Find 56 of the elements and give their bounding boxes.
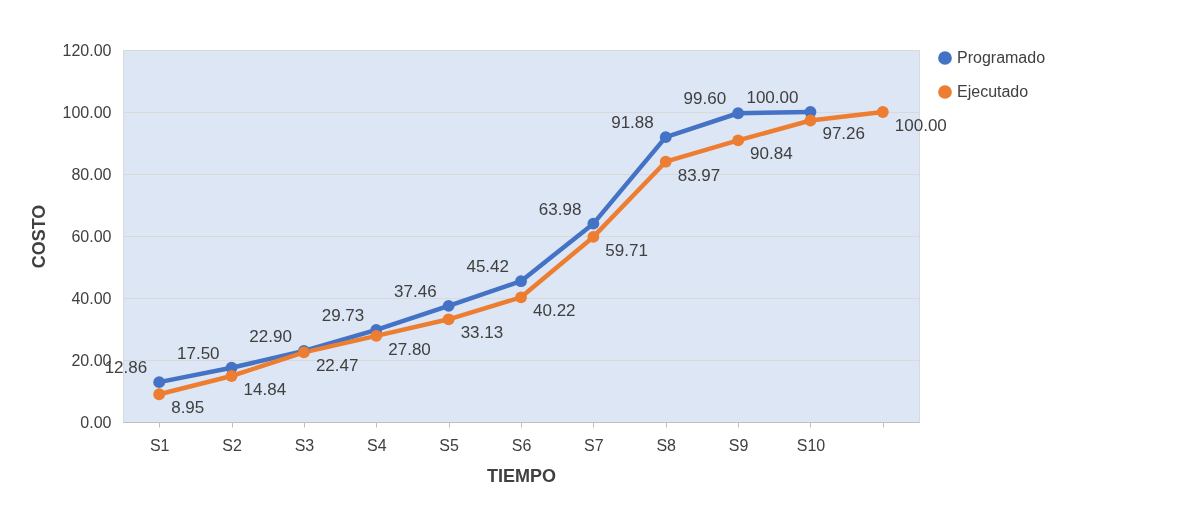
x-axis-title: TIEMPO — [486, 465, 557, 486]
point — [732, 134, 745, 147]
y-axis-title: COSTO — [28, 204, 49, 269]
legend-label: Ejecutado — [957, 83, 1029, 100]
data-label: 45.42 — [466, 257, 509, 277]
point — [225, 370, 238, 382]
x-tick-label: S6 — [511, 436, 532, 454]
data-label: 100.00 — [746, 88, 799, 107]
data-label: 17.50 — [177, 343, 220, 363]
point — [153, 376, 166, 389]
data-label: 59.71 — [605, 240, 648, 260]
data-label: 8.95 — [171, 398, 205, 418]
x-tick-label: S2 — [222, 436, 242, 454]
data-label: 14.84 — [243, 380, 287, 399]
point — [442, 313, 455, 326]
y-tick-label: 80.00 — [71, 165, 112, 183]
point — [153, 388, 166, 401]
data-label: 27.80 — [388, 339, 431, 359]
point — [442, 299, 455, 312]
data-label: 40.22 — [533, 301, 576, 321]
data-label: 22.47 — [315, 356, 359, 376]
data-label: 83.97 — [677, 165, 721, 185]
data-label: 91.88 — [611, 113, 654, 133]
x-tick-label: S10 — [796, 436, 826, 454]
data-label: 33.13 — [460, 323, 504, 343]
data-label: 37.46 — [394, 281, 437, 301]
point — [370, 329, 383, 342]
y-tick-label: 0.00 — [80, 413, 112, 431]
point — [587, 230, 600, 243]
x-tick-label: S3 — [294, 436, 315, 454]
y-tick-label: 100.00 — [62, 103, 112, 121]
point — [515, 291, 527, 304]
point — [659, 131, 672, 144]
point — [732, 107, 745, 120]
x-tick-label: S9 — [728, 436, 749, 454]
data-label: 97.26 — [822, 124, 865, 144]
y-tick-label: 40.00 — [71, 289, 112, 307]
x-tick-label: S4 — [366, 436, 387, 454]
legend-label: Programado — [957, 49, 1046, 66]
data-label: 90.84 — [750, 144, 793, 164]
y-tick-label: 60.00 — [71, 227, 112, 245]
data-label: 99.60 — [683, 89, 727, 109]
data-label: 63.98 — [538, 199, 582, 219]
point — [804, 114, 817, 127]
data-label: 22.90 — [249, 327, 292, 347]
x-tick-label: S5 — [439, 436, 460, 454]
point — [587, 217, 600, 230]
point — [876, 106, 889, 118]
data-label: 29.73 — [321, 305, 365, 325]
x-tick-label: S7 — [584, 436, 604, 454]
y-tick-label: 120.00 — [62, 41, 112, 59]
data-label: 100.00 — [894, 116, 947, 135]
x-tick-label: S8 — [656, 436, 677, 454]
point — [515, 275, 527, 288]
point — [659, 155, 672, 168]
x-tick-label: S1 — [149, 436, 170, 454]
